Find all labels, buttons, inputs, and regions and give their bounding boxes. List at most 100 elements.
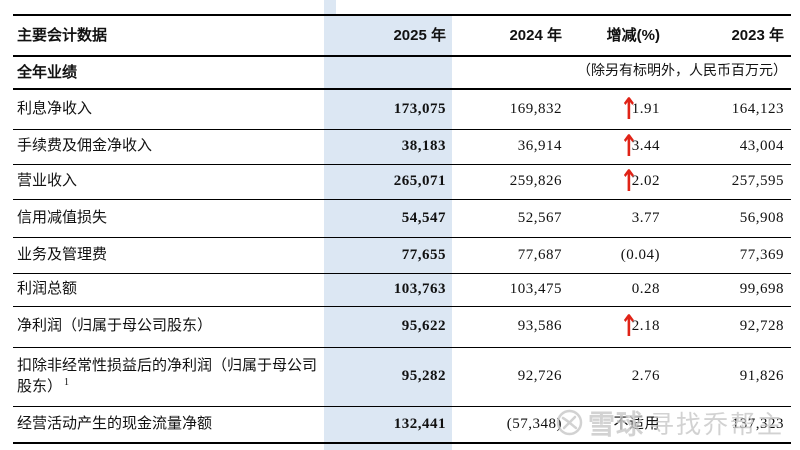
value-2024: 259,826 [452, 172, 565, 192]
row-label-text: 信用减值损失 [17, 209, 108, 226]
row-label-text: 扣除非经常性损益后的净利润（归属于母公司股东） [17, 357, 318, 396]
footnote-superscript: 1 [64, 377, 70, 388]
row-label-text: 营业收入 [17, 173, 78, 190]
value-2025-value: 95,622 [401, 318, 446, 335]
value-change: 0.28 [565, 280, 668, 300]
value-2025: 265,071 [324, 172, 452, 192]
header-main-label: 主要会计数据 [17, 26, 108, 44]
table-row: 手续费及佣金净收入 38,183 36,914 ↑ 3.44 43,004 [13, 130, 791, 165]
value-2025: 95,622 [324, 317, 452, 337]
value-2024: 169,832 [452, 100, 565, 120]
value-2025-value: 95,282 [401, 368, 446, 385]
table-row: 利润总额 103,763 103,475 0.28 99,698 [13, 274, 791, 307]
value-change: ↑ 1.91 [565, 95, 668, 125]
row-label-text: 手续费及佣金净收入 [17, 138, 153, 155]
row-label-text: 经营活动产生的现金流量净额 [17, 415, 213, 432]
value-2024-value: 92,726 [517, 368, 562, 385]
key-accounting-data-table: 主要会计数据 2025 年 2024 年 增减(%) 2023 年 全年业绩 （… [13, 14, 791, 444]
row-label: 业务及管理费 [13, 246, 324, 266]
value-change: ↑ 2.18 [565, 312, 668, 342]
value-2024-value: 103,475 [509, 281, 562, 298]
value-2024: 103,475 [452, 280, 565, 300]
unit-note: （除另有标明外，人民币百万元） [577, 64, 787, 80]
table-row: 经营活动产生的现金流量净额 132,441 (57,348) 不适用 137,323 [13, 407, 791, 444]
value-change: ↑ 3.44 [565, 132, 668, 162]
value-2024-value: 259,826 [509, 173, 562, 190]
value-change-text: 1.91 [631, 100, 660, 117]
value-2023: 164,123 [668, 100, 791, 120]
value-2024-value: 169,832 [509, 100, 562, 117]
row-label-text: 业务及管理费 [17, 246, 108, 263]
value-2023: 77,369 [668, 246, 791, 266]
value-2023: 43,004 [668, 137, 791, 157]
value-2025: 103,763 [324, 280, 452, 300]
value-2024-value: 93,586 [517, 318, 562, 335]
value-2025: 38,183 [324, 137, 452, 157]
value-2023-value: 43,004 [739, 138, 784, 155]
row-label-text: 利润总额 [17, 281, 78, 298]
value-change-text: 不适用 [613, 415, 660, 432]
value-change-text: 2.18 [631, 318, 660, 335]
value-2025-value: 132,441 [393, 415, 446, 432]
value-change-text: 0.28 [631, 281, 660, 298]
value-2025-value: 38,183 [401, 138, 446, 155]
value-2023: 91,826 [668, 367, 791, 387]
section-title: 全年业绩 [17, 63, 78, 81]
table-row: 扣除非经常性损益后的净利润（归属于母公司股东） 1 95,282 92,726 2.76… [13, 348, 791, 407]
up-arrow-icon: ↑ [619, 165, 639, 200]
value-2023-value: 99,698 [739, 281, 784, 298]
header-year-2023: 2023 年 [731, 26, 784, 44]
column-2025-highlight-tab [324, 0, 336, 14]
value-2023-value: 257,595 [731, 173, 784, 190]
value-change: ↑ 2.02 [565, 167, 668, 197]
value-2024: 52,567 [452, 209, 565, 229]
value-2024-value: 77,687 [517, 246, 562, 263]
value-2025-value: 173,075 [393, 100, 446, 117]
up-arrow-icon: ↑ [619, 130, 639, 165]
value-2025: 77,655 [324, 246, 452, 266]
value-change: 2.76 [565, 367, 668, 387]
table-row: 营业收入 265,071 259,826 ↑ 2.02 257,595 [13, 165, 791, 200]
up-arrow-icon: ↑ [619, 92, 639, 127]
table-header-row: 主要会计数据 2025 年 2024 年 增减(%) 2023 年 [13, 16, 791, 57]
header-change-pct: 增减(%) [606, 26, 660, 44]
row-label: 手续费及佣金净收入 [13, 137, 324, 157]
row-label: 利息净收入 [13, 100, 324, 120]
value-2025-value: 54,547 [401, 209, 446, 226]
table-row: 净利润（归属于母公司股东） 95,622 93,586 ↑ 2.18 92,728 [13, 307, 791, 348]
value-change: (0.04) [565, 246, 668, 266]
value-2024: (57,348) [452, 415, 565, 435]
table-rows: 利息净收入 173,075 169,832 ↑ 1.91 164,123 手续费及佣金净收入… [13, 90, 791, 444]
header-year-2024: 2024 年 [509, 26, 562, 44]
value-2023: 56,908 [668, 209, 791, 229]
table-row: 业务及管理费 77,655 77,687 (0.04) 77,369 [13, 238, 791, 274]
value-2023: 99,698 [668, 280, 791, 300]
value-change: 不适用 [565, 415, 668, 435]
value-2023: 257,595 [668, 172, 791, 192]
column-2025-highlight [324, 14, 452, 450]
value-2023-value: 91,826 [739, 368, 784, 385]
value-change-text: (0.04) [620, 246, 660, 263]
row-label: 扣除非经常性损益后的净利润（归属于母公司股东） 1 [13, 357, 324, 398]
header-year-2025: 2025 年 [393, 26, 446, 44]
value-2025: 173,075 [324, 100, 452, 120]
value-change-text: 2.02 [631, 173, 660, 190]
value-2023-value: 164,123 [731, 100, 784, 117]
value-2024: 36,914 [452, 137, 565, 157]
value-change-text: 2.76 [631, 368, 660, 385]
table-row: 利息净收入 173,075 169,832 ↑ 1.91 164,123 [13, 90, 791, 130]
section-row-annual-results: 全年业绩 （除另有标明外，人民币百万元） [13, 57, 791, 90]
row-label: 信用减值损失 [13, 209, 324, 229]
value-2025-value: 265,071 [393, 173, 446, 190]
row-label-text: 净利润（归属于母公司股东） [17, 318, 213, 335]
value-2024-value: 36,914 [517, 138, 562, 155]
row-label: 净利润（归属于母公司股东） [13, 317, 324, 337]
value-2023-value: 56,908 [739, 209, 784, 226]
value-2025-value: 77,655 [401, 246, 446, 263]
value-change-text: 3.44 [631, 138, 660, 155]
row-label: 利润总额 [13, 280, 324, 300]
value-2024-value: (57,348) [506, 415, 562, 432]
value-2025: 95,282 [324, 367, 452, 387]
value-2023: 137,323 [668, 415, 791, 435]
